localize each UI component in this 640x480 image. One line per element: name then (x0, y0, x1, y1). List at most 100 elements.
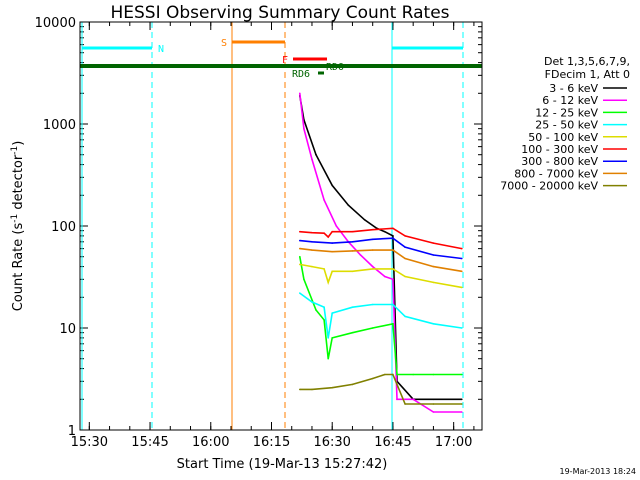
series-point (331, 270, 334, 273)
series-point (432, 254, 435, 256)
y-tick-label: 100 (51, 220, 76, 235)
series-point (461, 247, 463, 250)
flag-label: RDO (326, 62, 344, 73)
series-point (331, 312, 334, 314)
series-line (299, 95, 462, 401)
series-line (299, 373, 462, 405)
series-point (404, 315, 406, 318)
series-point (315, 309, 317, 311)
series-point (311, 231, 313, 234)
series-point (335, 225, 338, 227)
series-point (299, 388, 301, 391)
series-point (432, 411, 435, 413)
series-point (461, 257, 463, 260)
series-point (311, 301, 313, 303)
series-point (404, 275, 406, 278)
series-point (351, 383, 354, 386)
series-point (404, 403, 406, 405)
series-point (303, 278, 305, 281)
x-tick-label: 16:15 (253, 435, 290, 450)
series-point (412, 398, 415, 401)
series-point (299, 292, 301, 294)
series-point (392, 227, 394, 230)
series-point (327, 337, 330, 339)
legend-item-label: 12 - 25 keV (535, 106, 598, 119)
series-point (311, 265, 313, 268)
series-point (331, 242, 334, 244)
flag-label: S (221, 38, 227, 49)
series-point (432, 373, 435, 376)
series-point (432, 398, 435, 401)
legend-item-label: 50 - 100 keV (528, 131, 598, 144)
flag-label: N (158, 44, 164, 55)
series-point (461, 373, 463, 376)
series-point (392, 323, 394, 325)
series-point (371, 249, 374, 251)
y-tick-label: 10 (59, 322, 76, 337)
series-point (351, 331, 354, 334)
series-point (392, 249, 394, 251)
series-line (299, 247, 462, 273)
series-point (371, 265, 374, 268)
series-point (412, 373, 415, 376)
legend-item-label: 6 - 12 keV (542, 94, 598, 107)
x-tick-label: 15:30 (71, 435, 108, 450)
series-point (331, 184, 334, 187)
series-point (323, 199, 325, 201)
series-point (371, 303, 374, 306)
series-point (311, 388, 313, 391)
legend-header-line2: FDecim 1, Att 0 (545, 68, 630, 81)
timestamp: 19-Mar-2013 18:24 (560, 467, 637, 476)
legend-item-label: 800 - 7000 keV (514, 167, 598, 180)
series-line (299, 256, 462, 376)
series-point (432, 403, 435, 405)
x-tick-label: 16:45 (374, 435, 411, 450)
series-point (392, 268, 394, 270)
series-point (323, 232, 325, 234)
x-tick-label: 16:30 (313, 435, 350, 450)
series-point (371, 268, 374, 270)
series-point (315, 153, 317, 156)
series-point (299, 247, 301, 250)
series-point (331, 337, 334, 339)
series-point (371, 228, 374, 231)
series-point (392, 303, 394, 306)
series-point (461, 403, 463, 405)
series-point (461, 411, 463, 413)
series-point (432, 242, 435, 244)
series-point (299, 92, 301, 95)
series-point (404, 246, 406, 248)
y-tick-label: 1 (68, 424, 76, 439)
series-point (347, 204, 350, 206)
series-point (311, 241, 313, 243)
series-point (392, 373, 394, 376)
series-point (323, 319, 325, 321)
chart-title: HESSI Observing Summary Count Rates (110, 3, 449, 23)
x-axis-label: Start Time (19-Mar-13 15:27:42) (177, 457, 388, 472)
series-point (396, 373, 398, 376)
series-point (384, 230, 386, 233)
series-point (351, 241, 354, 243)
x-tick-label: 15:45 (131, 435, 168, 450)
y-tick-label: 1000 (43, 118, 76, 133)
series-point (311, 158, 313, 161)
series-point (327, 357, 330, 360)
series-point (299, 255, 301, 258)
flag-label: F (282, 55, 288, 66)
flag-label: RD6 (292, 69, 310, 80)
series-point (461, 286, 463, 289)
series-point (351, 306, 354, 309)
series-point (351, 270, 354, 273)
series-point (299, 230, 301, 233)
series-point (371, 377, 374, 380)
series-point (384, 275, 386, 278)
series-point (392, 235, 394, 237)
series-point (351, 230, 354, 233)
legend-item-label: 100 - 300 keV (521, 143, 598, 156)
legend-item-label: 25 - 50 keV (535, 119, 598, 132)
series-point (323, 268, 325, 270)
plot-area: N S F RDO RD6 (80, 21, 482, 431)
series-point (384, 373, 386, 376)
